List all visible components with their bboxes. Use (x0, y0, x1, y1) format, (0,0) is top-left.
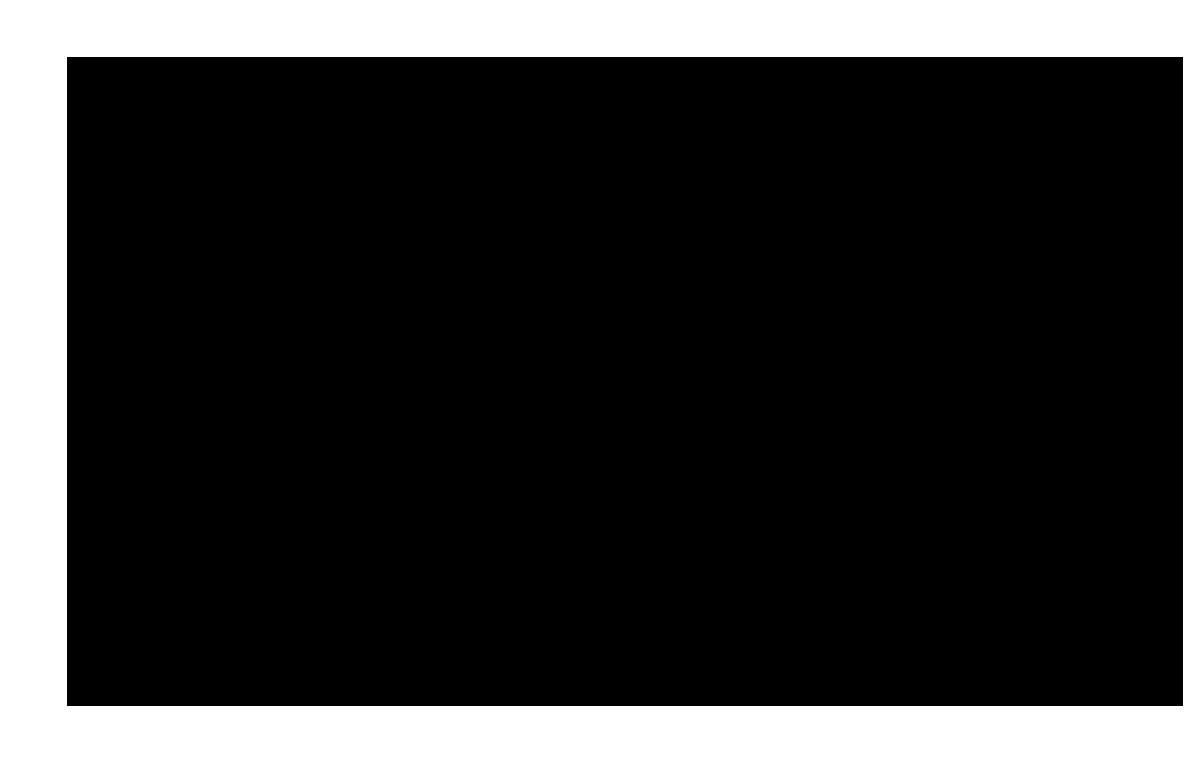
plot-area (67, 57, 1183, 706)
